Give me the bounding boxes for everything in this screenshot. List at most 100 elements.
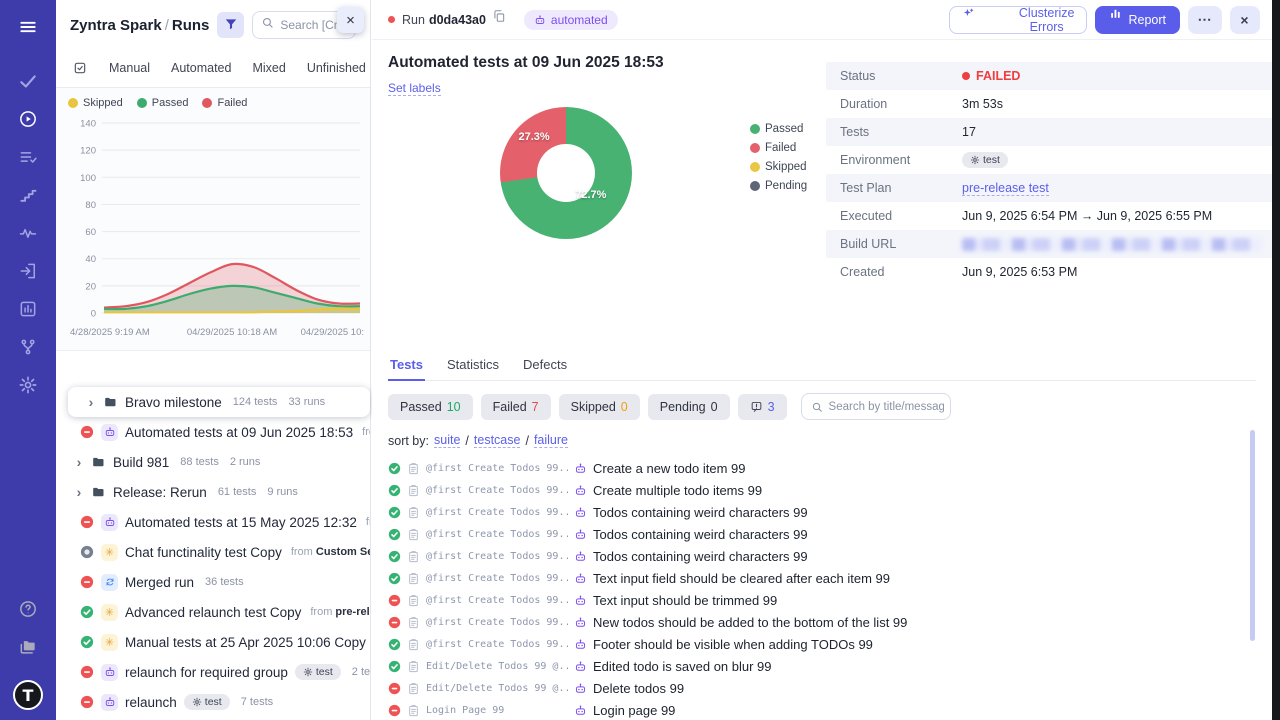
run-row[interactable]: Automated tests at 09 Jun 2025 18:53from… (56, 417, 370, 447)
run-row[interactable]: Merged run36 tests (56, 567, 370, 597)
testcase-icon (407, 550, 420, 563)
run-row[interactable]: ✳Advanced relaunch test Copyfrom pre-rel… (56, 597, 370, 627)
run-row[interactable]: ✳Manual tests at 25 Apr 2025 10:06 Copyf… (56, 627, 370, 657)
set-labels-link[interactable]: Set labels (388, 81, 441, 96)
run-row[interactable]: Automated tests at 15 May 2025 12:32from… (56, 507, 370, 537)
run-title: Automated tests at 15 May 2025 12:32 (125, 515, 357, 530)
menu-icon[interactable] (0, 8, 56, 46)
close-run-button[interactable]: × (1230, 6, 1260, 34)
run-folder-row[interactable]: ›Build 98188 tests2 runs (56, 447, 370, 477)
test-suite-name: @first Create Todos 99... (426, 617, 568, 628)
test-title[interactable]: Todos containing weird characters 99 (593, 549, 808, 564)
run-runs-count: 2 runs (230, 456, 261, 468)
sidebar-item-stairs[interactable] (0, 176, 56, 214)
test-title[interactable]: Delete todos 99 (593, 681, 684, 696)
screen-edge (1272, 0, 1280, 720)
testcase-icon (407, 704, 420, 717)
test-row[interactable]: Edit/Delete Todos 99 @...Delete todos 99 (388, 677, 1256, 699)
test-row[interactable]: @first Create Todos 99...Todos containin… (388, 545, 1256, 567)
run-type-tab-mixed[interactable]: Mixed (252, 61, 285, 75)
filter-pill-passed[interactable]: Passed10 (388, 394, 473, 420)
tab-statistics[interactable]: Statistics (445, 353, 501, 380)
test-row[interactable]: @first Create Todos 99...Todos containin… (388, 501, 1256, 523)
info-row-test-plan: Test Planpre-release test (826, 174, 1276, 202)
sidebar-item-bar-chart[interactable] (0, 290, 56, 328)
test-row[interactable]: @first Create Todos 99...Text input shou… (388, 589, 1256, 611)
tab-defects[interactable]: Defects (521, 353, 569, 380)
more-button[interactable]: ⋯ (1188, 6, 1222, 34)
test-plan-link[interactable]: pre-release test (962, 181, 1049, 196)
tests-search-input[interactable] (829, 401, 944, 413)
test-suite-name: @first Create Todos 99... (426, 463, 568, 474)
test-title[interactable]: New todos should be added to the bottom … (593, 615, 907, 630)
run-row[interactable]: relaunchtest7 tests (56, 687, 370, 717)
pill-count: 3 (768, 400, 775, 414)
test-row[interactable]: Login Page 99Login page 99 (388, 699, 1256, 720)
filter-pill-comments[interactable]: 3 (738, 394, 787, 420)
sidebar-item-branch[interactable] (0, 328, 56, 366)
sidebar-item-pulse[interactable] (0, 214, 56, 252)
test-row[interactable]: @first Create Todos 99... New todos shoul… (388, 611, 1256, 633)
info-label: Environment (840, 153, 962, 167)
test-title[interactable]: Text input should be trimmed 99 (593, 593, 777, 608)
test-title[interactable]: Footer should be visible when adding TOD… (593, 637, 873, 652)
sort-link-testcase[interactable]: testcase (474, 433, 521, 448)
filter-pill-pending[interactable]: Pending0 (648, 394, 730, 420)
test-title[interactable]: Create a new todo item 99 (593, 461, 745, 476)
sidebar-item-play-circle[interactable] (0, 100, 56, 138)
test-title[interactable]: Create multiple todo items 99 (593, 483, 762, 498)
sidebar-item-help[interactable] (0, 590, 56, 628)
test-row[interactable]: @first Create Todos 99...Footer should b… (388, 633, 1256, 655)
status-stopped-icon (80, 545, 94, 559)
filter-pill-failed[interactable]: Failed7 (481, 394, 551, 420)
sidebar-item-sign-in[interactable] (0, 252, 56, 290)
run-row[interactable]: relaunch for required grouptest2 tests (56, 657, 370, 687)
robot-icon (574, 660, 587, 673)
robot-icon (574, 484, 587, 497)
run-folder-row[interactable]: ›Release: Rerun61 tests9 runs (56, 477, 370, 507)
sidebar-item-folder[interactable] (0, 628, 56, 666)
test-title[interactable]: Text input field should be cleared after… (593, 571, 890, 586)
test-row[interactable]: @first Create Todos 99...Text input fiel… (388, 567, 1256, 589)
chevron-right-icon[interactable]: › (86, 394, 96, 410)
sidebar-item-check[interactable] (0, 62, 56, 100)
run-type-tab-manual[interactable]: Manual (109, 61, 150, 75)
report-button[interactable]: Report (1095, 6, 1180, 34)
run-folder-title: Build 981 (113, 455, 169, 470)
donut-label-failed: 27.3% (518, 131, 549, 143)
breadcrumb-project[interactable]: Zyntra Spark (70, 17, 162, 34)
test-title[interactable]: Todos containing weird characters 99 (593, 505, 808, 520)
sort-link-suite[interactable]: suite (434, 433, 460, 448)
test-row[interactable]: @first Create Todos 99...Todos containin… (388, 523, 1256, 545)
filter-button[interactable] (217, 12, 244, 38)
test-suite-name: @first Create Todos 99... (426, 485, 568, 496)
run-type-tab-automated[interactable]: Automated (171, 61, 231, 75)
chevron-right-icon[interactable]: › (74, 484, 84, 500)
info-value: 3m 53s (962, 97, 1003, 111)
test-row[interactable]: @first Create Todos 99... Create multiple… (388, 479, 1256, 501)
app-logo[interactable]: T (13, 680, 43, 710)
test-title[interactable]: Login page 99 (593, 703, 675, 718)
tests-search[interactable] (801, 393, 951, 420)
test-title[interactable]: Edited todo is saved on blur 99 (593, 659, 772, 674)
filter-pill-skipped[interactable]: Skipped0 (559, 394, 640, 420)
copy-run-id-button[interactable] (492, 9, 514, 31)
run-folder-row[interactable]: ›Bravo milestone124 tests33 runs (68, 387, 370, 417)
pill-label: Failed (493, 400, 527, 414)
test-row[interactable]: @first Create Todos 99... Create a new to… (388, 457, 1256, 479)
run-title: relaunch (125, 695, 177, 710)
panel-close-button[interactable]: × (337, 7, 364, 33)
tab-tests[interactable]: Tests (388, 353, 425, 381)
sort-link-failure[interactable]: failure (534, 433, 568, 448)
test-title[interactable]: Todos containing weird characters 99 (593, 527, 808, 542)
sidebar-item-list-check[interactable] (0, 138, 56, 176)
run-row[interactable]: ✳Chat functinality test Copyfrom Custom … (56, 537, 370, 567)
select-runs-icon (72, 60, 88, 76)
clusterize-errors-button[interactable]: Clusterize Errors (949, 6, 1087, 34)
scrollbar-thumb[interactable] (1250, 430, 1255, 641)
sidebar-item-gear[interactable] (0, 366, 56, 404)
run-type-tab-unfinished[interactable]: Unfinished (307, 61, 366, 75)
chevron-right-icon[interactable]: › (74, 454, 84, 470)
status-failed-icon (80, 695, 94, 709)
test-row[interactable]: Edit/Delete Todos 99 @...Edited todo is … (388, 655, 1256, 677)
